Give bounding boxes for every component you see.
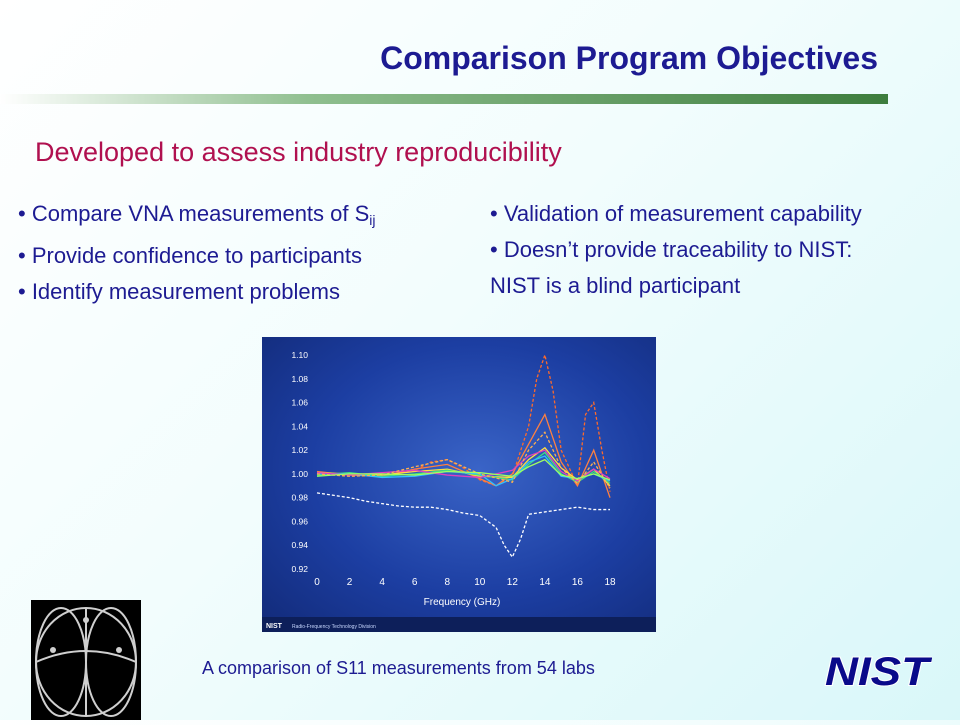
y-tick-label: 0.94 [291, 540, 308, 550]
figure-footer-text: Radio-Frequency Technology Division [292, 624, 376, 630]
y-tick-label: 0.96 [291, 516, 308, 526]
smith-cross-arc [35, 650, 137, 663]
tick-layer: 1.10 1.08 1.06 1.04 1.02 1.00 0.98 0.96 0.94 0.92… [291, 350, 616, 588]
bullet-item: NIST is a blind participant [490, 273, 741, 298]
nist-logo-text: NIST [825, 650, 932, 690]
smith-chart-icon [31, 600, 141, 720]
y-tick-label: 1.00 [291, 469, 308, 479]
y-tick-label: 1.02 [291, 445, 308, 455]
x-tick-label: 0 [314, 577, 320, 588]
slide-title: Comparison Program Objectives [380, 40, 878, 76]
x-tick-label: 8 [444, 577, 450, 588]
nist-logo-svg: NIST [824, 649, 934, 695]
y-tick-label: 1.04 [291, 421, 308, 431]
smith-dot [50, 647, 56, 653]
smith-chart-svg [35, 607, 137, 717]
series-line-9 [316, 458, 611, 481]
figure-caption: A comparison of S11 measurements from 54… [202, 658, 595, 678]
series-line-4 [316, 446, 611, 487]
smith-dot [83, 617, 89, 623]
nist-logo: NIST [822, 648, 934, 695]
smith-dot [116, 647, 122, 653]
bullet-item: • Identify measurement problems [18, 279, 340, 304]
x-axis-label: Frequency (GHz) [424, 597, 501, 608]
title-underline [0, 94, 888, 104]
y-tick-label: 0.92 [291, 564, 308, 574]
bullet-item: • Provide confidence to participants [18, 243, 363, 268]
x-tick-label: 2 [347, 577, 353, 588]
x-tick-label: 18 [604, 577, 616, 588]
y-tick-label: 1.08 [291, 374, 308, 384]
x-tick-label: 4 [379, 577, 385, 588]
chart-svg: 1.10 1.08 1.06 1.04 1.02 1.00 0.98 0.96 0.94 0.92… [262, 350, 656, 632]
series-line-1 [316, 492, 610, 559]
series-line-7 [316, 449, 611, 482]
slide-subtitle: Developed to assess industry reproducibi… [35, 137, 562, 167]
left-bullet-list: • Compare VNA measurements of Sij • Prov… [18, 196, 376, 310]
x-tick-label: 6 [412, 577, 418, 588]
y-tick-label: 0.98 [291, 493, 308, 503]
subscript: ij [369, 212, 376, 228]
y-tick-label: 1.06 [291, 398, 308, 408]
y-tick-label: 1.10 [291, 350, 308, 360]
s11-comparison-plot: 1.10 1.08 1.06 1.04 1.02 1.00 0.98 0.96 0.94 0.92… [262, 337, 656, 632]
smith-left-arc [35, 607, 87, 717]
right-bullet-list: • Validation of measurement capability •… [490, 196, 862, 304]
series-line-8 [316, 431, 611, 489]
figure-footer-bar [262, 617, 656, 632]
bullet-item: • Compare VNA measurements of Sij [18, 196, 376, 238]
figure-footer-logo: NIST [266, 623, 283, 630]
bullet-item: • Validation of measurement capability [490, 201, 862, 226]
smith-right-arc [85, 607, 137, 717]
series-layer [316, 352, 611, 559]
x-tick-label: 10 [474, 577, 486, 588]
bullet-text: • Compare VNA measurements of S [18, 201, 370, 226]
bullet-item: • Doesn’t provide traceability to NIST: [490, 237, 853, 262]
x-tick-label: 12 [507, 577, 519, 588]
x-tick-label: 14 [539, 577, 551, 588]
series-line-3 [316, 412, 611, 498]
x-tick-label: 16 [572, 577, 584, 588]
series-line-5 [316, 451, 611, 484]
